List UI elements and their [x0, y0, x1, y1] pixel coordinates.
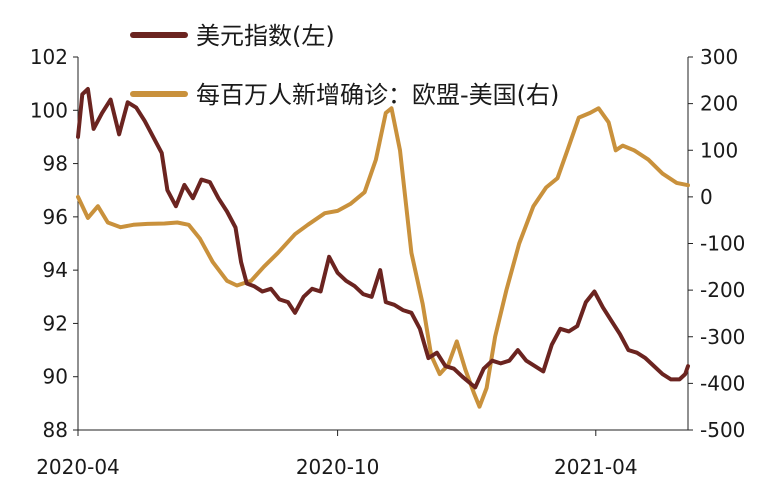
- right-tick-label: -400: [700, 371, 745, 395]
- left-y-axis: 88 90 92 94 96 98 100 102: [30, 45, 79, 442]
- left-tick-label: 100: [30, 98, 68, 122]
- series-lines: [76, 87, 690, 409]
- right-tick-label: -300: [700, 325, 745, 349]
- right-tick-label: 100: [700, 138, 738, 162]
- left-tick-label: 90: [43, 365, 68, 389]
- legend-label-usd-index: 美元指数(左): [196, 22, 335, 50]
- legend: 美元指数(左) 每百万人新增确诊：欧盟-美国(右): [130, 22, 559, 109]
- left-tick-label: 96: [43, 205, 68, 229]
- right-tick-label: 0: [700, 185, 713, 209]
- right-tick-label: -500: [700, 418, 745, 442]
- series-line-usd-index: [76, 87, 690, 390]
- right-tick-label: -200: [700, 278, 745, 302]
- right-tick-label: -100: [700, 232, 745, 256]
- series-line-eu-us-cases: [76, 106, 690, 409]
- right-tick-label: 300: [700, 45, 738, 69]
- left-tick-label: 102: [30, 45, 68, 69]
- x-tick-label: 2020-10: [296, 455, 380, 479]
- right-y-axis: -500 -400 -300 -200 -100 0 100 200 300: [687, 45, 745, 442]
- x-tick-label: 2020-04: [36, 455, 120, 479]
- left-tick-label: 94: [43, 258, 68, 282]
- left-tick-label: 98: [43, 152, 68, 176]
- right-tick-label: 200: [700, 92, 738, 116]
- x-axis: 2020-04 2020-10 2021-04: [36, 429, 688, 479]
- left-tick-label: 88: [43, 418, 68, 442]
- left-tick-label: 92: [43, 311, 68, 335]
- x-tick-label: 2021-04: [554, 455, 638, 479]
- legend-label-eu-us-cases: 每百万人新增确诊：欧盟-美国(右): [196, 81, 559, 109]
